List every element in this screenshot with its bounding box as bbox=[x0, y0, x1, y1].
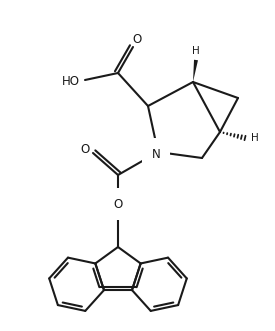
Text: O: O bbox=[113, 198, 123, 211]
Text: N: N bbox=[152, 148, 160, 161]
Polygon shape bbox=[193, 60, 198, 82]
Text: HO: HO bbox=[62, 74, 80, 87]
Text: O: O bbox=[132, 32, 142, 45]
Text: H: H bbox=[192, 46, 200, 56]
Text: H: H bbox=[251, 133, 259, 143]
Text: O: O bbox=[80, 143, 90, 156]
